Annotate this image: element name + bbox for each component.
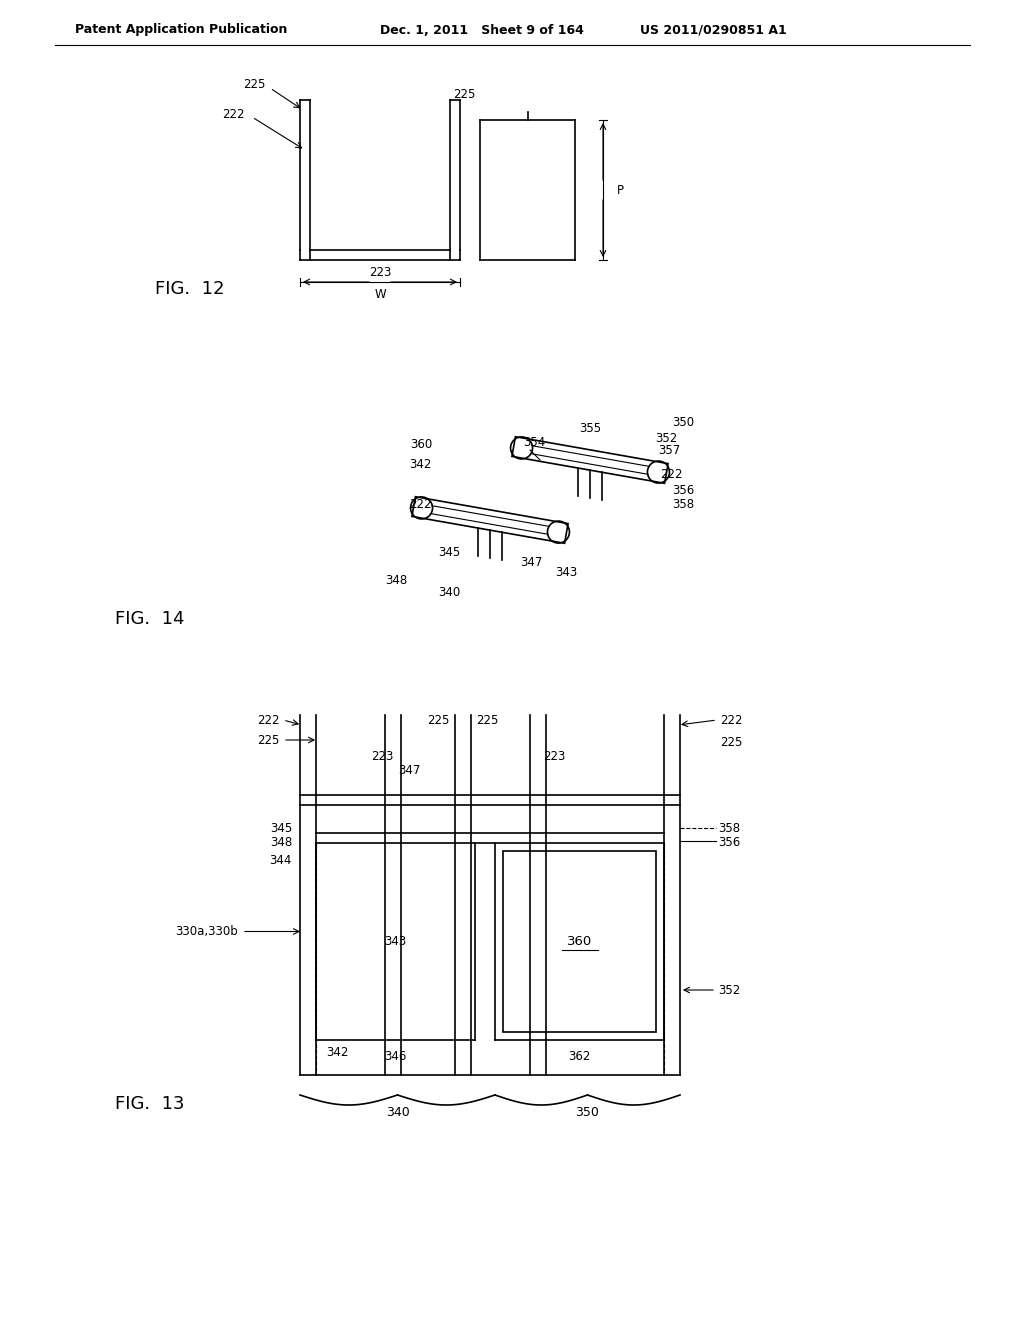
Text: 350: 350 [672, 417, 694, 429]
Text: 225: 225 [428, 714, 450, 726]
Text: 222: 222 [257, 714, 280, 726]
Text: 355: 355 [579, 421, 601, 434]
Text: 223: 223 [543, 751, 565, 763]
Text: 225: 225 [243, 78, 265, 91]
Text: 345: 345 [269, 821, 292, 834]
Text: 225: 225 [258, 734, 280, 747]
Text: 358: 358 [718, 821, 740, 834]
Text: US 2011/0290851 A1: US 2011/0290851 A1 [640, 24, 786, 37]
Text: FIG.  14: FIG. 14 [115, 610, 184, 628]
Text: 225: 225 [720, 737, 742, 750]
Text: 356: 356 [672, 483, 694, 496]
Text: 343: 343 [555, 565, 578, 578]
Text: 347: 347 [398, 763, 421, 776]
Text: 343: 343 [384, 935, 407, 948]
Text: 222: 222 [410, 499, 432, 511]
Text: 360: 360 [410, 438, 432, 451]
Text: 225: 225 [476, 714, 499, 726]
Text: 352: 352 [718, 983, 740, 997]
Text: 223: 223 [371, 751, 393, 763]
Text: 358: 358 [672, 499, 694, 511]
Text: Patent Application Publication: Patent Application Publication [75, 24, 288, 37]
Text: 356: 356 [718, 837, 740, 850]
Text: 340: 340 [386, 1106, 410, 1119]
Text: 344: 344 [269, 854, 292, 867]
Text: 347: 347 [520, 556, 543, 569]
Text: 348: 348 [385, 573, 408, 586]
Text: W: W [374, 289, 386, 301]
Text: 342: 342 [326, 1045, 348, 1059]
Text: Dec. 1, 2011   Sheet 9 of 164: Dec. 1, 2011 Sheet 9 of 164 [380, 24, 584, 37]
Text: 223: 223 [369, 265, 391, 279]
Text: 330a,330b: 330a,330b [175, 925, 238, 939]
Text: 340: 340 [438, 586, 460, 598]
Text: 222: 222 [660, 469, 683, 482]
Text: 354: 354 [522, 436, 545, 449]
Text: 342: 342 [410, 458, 432, 471]
Text: 360: 360 [567, 935, 592, 948]
Text: 345: 345 [437, 545, 460, 558]
Text: 222: 222 [222, 108, 245, 121]
Text: 350: 350 [575, 1106, 599, 1119]
Text: 346: 346 [384, 1051, 407, 1064]
Text: FIG.  12: FIG. 12 [155, 280, 224, 298]
Text: 357: 357 [658, 444, 680, 457]
Text: 225: 225 [453, 88, 475, 102]
Bar [503, 851, 656, 1032]
Text: 352: 352 [655, 432, 677, 445]
Text: 348: 348 [269, 837, 292, 850]
Text: P: P [617, 183, 624, 197]
Text: 222: 222 [720, 714, 742, 726]
Text: 362: 362 [568, 1051, 591, 1064]
Text: FIG.  13: FIG. 13 [115, 1096, 184, 1113]
